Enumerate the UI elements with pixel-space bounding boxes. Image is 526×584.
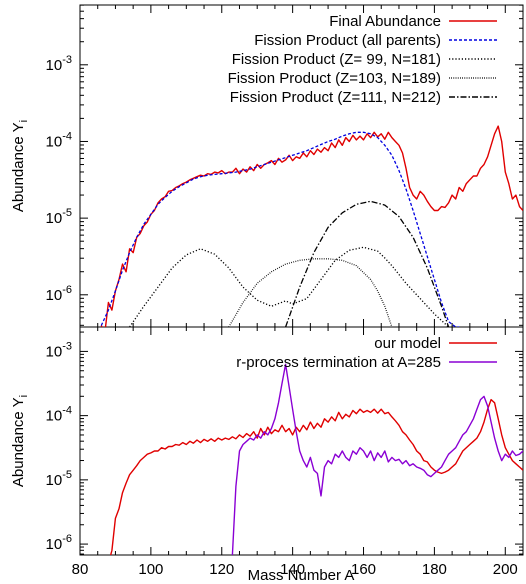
top-series-line-1 [100,131,460,327]
y-tick-label: 10-6 [46,533,72,553]
top-series-line-0 [100,125,523,327]
top-series-line-4 [284,200,450,327]
bottom-legend-label-1: r-process termination at A=285 [236,354,441,371]
y-tick-label: 10-3 [46,340,72,360]
top-series-group [100,125,523,327]
top-legend-label-1: Fission Product (all parents) [254,32,441,49]
top-legend-label-4: Fission Product (Z=111, N=212) [230,89,441,106]
top-legend-label-3: Fission Product (Z=103, N=189) [228,70,441,87]
top-y-axis-title: Abundance Yi [10,120,30,212]
y-tick-label: 10-6 [46,284,72,304]
y-tick-label: 10-4 [46,130,72,150]
bottom-legend-label-0: our model [374,335,441,352]
y-tick-label: 10-4 [46,405,72,425]
top-series-line-2 [129,246,450,327]
bottom-legend: our model r-process termination at A=285 [236,335,497,371]
x-tick-label: 140 [280,561,305,578]
x-axis: 80 100 120 140 160 180 200 [72,5,524,578]
bottom-series-line-1 [231,363,523,555]
x-tick-label: 160 [351,561,376,578]
top-y-axis: 10-6 10-5 10-4 10-3 [46,4,523,326]
bottom-series-group [109,363,523,555]
x-tick-label: 200 [493,561,518,578]
top-legend-label-2: Fission Product (Z= 99, N=181) [232,51,441,68]
bottom-series-line-0 [109,398,523,555]
top-series-line-3 [228,258,393,327]
x-axis-title: Mass Number A [248,567,355,584]
bottom-y-axis: 10-6 10-5 10-4 10-3 [46,331,523,555]
y-tick-label: 10-3 [46,54,72,74]
top-legend-label-0: Final Abundance [329,13,441,30]
x-tick-label: 180 [422,561,447,578]
y-tick-label: 10-5 [46,469,72,489]
x-tick-label: 120 [209,561,234,578]
bottom-y-axis-title: Abundance Yi [10,395,30,487]
x-tick-label: 80 [72,561,89,578]
top-legend: Final Abundance Fission Product (all pare… [228,13,497,106]
x-tick-label: 100 [138,561,163,578]
y-tick-label: 10-5 [46,207,72,227]
